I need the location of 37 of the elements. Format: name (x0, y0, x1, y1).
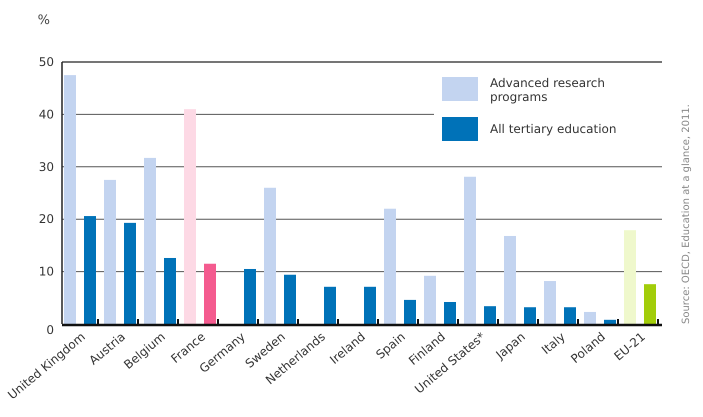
y-tick-label: 20 (38, 212, 54, 226)
bar (284, 274, 296, 324)
bar (624, 230, 636, 324)
bar (544, 281, 556, 324)
bar (124, 222, 136, 324)
bar (524, 307, 536, 324)
legend-label: Advanced research programs (490, 76, 606, 104)
bar (324, 286, 336, 324)
y-tick-label: 0 (46, 323, 54, 337)
y-tick-label: 40 (38, 107, 54, 122)
bar (244, 268, 256, 324)
bar (424, 276, 436, 324)
bar (64, 75, 76, 324)
y-tick-label: 30 (38, 160, 54, 174)
bar (444, 302, 456, 324)
bar (504, 236, 516, 324)
y-tick-label: 10 (38, 264, 54, 279)
bar (484, 306, 496, 324)
bar (184, 109, 196, 324)
bar (84, 216, 96, 324)
bar (604, 320, 616, 324)
bar (204, 264, 216, 324)
bar (384, 208, 396, 324)
bar (644, 284, 656, 324)
bar (364, 286, 376, 324)
bar (464, 176, 476, 324)
bar (144, 158, 156, 324)
bar (164, 258, 176, 324)
y-tick-label: 50 (38, 55, 54, 69)
source-note: Source: OECD, Education at a glance, 2011. (681, 104, 692, 324)
y-axis-title: % (38, 13, 50, 28)
legend-label: All tertiary education (490, 122, 616, 136)
bar (104, 180, 116, 324)
bar (564, 307, 576, 324)
bar (404, 300, 416, 324)
bar (584, 312, 596, 324)
bar (264, 188, 276, 324)
